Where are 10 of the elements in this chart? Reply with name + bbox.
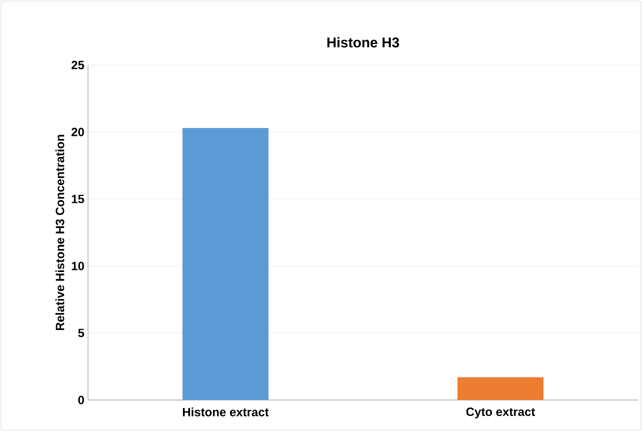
y-tick-label: 10 (72, 262, 84, 270)
y-tick-label: 0 (78, 396, 84, 404)
chart-title: Histone H3 (327, 37, 400, 48)
x-tick-label: Histone extract (182, 408, 269, 416)
x-tick-label: Cyto extract (466, 408, 536, 418)
y-tick-label: 20 (72, 128, 84, 136)
y-tick-label: 5 (78, 328, 84, 338)
y-axis-title: Relative Histone H3 Concentration (55, 134, 64, 330)
y-tick-label: 15 (72, 194, 84, 204)
y-tick-label: 25 (72, 60, 84, 70)
